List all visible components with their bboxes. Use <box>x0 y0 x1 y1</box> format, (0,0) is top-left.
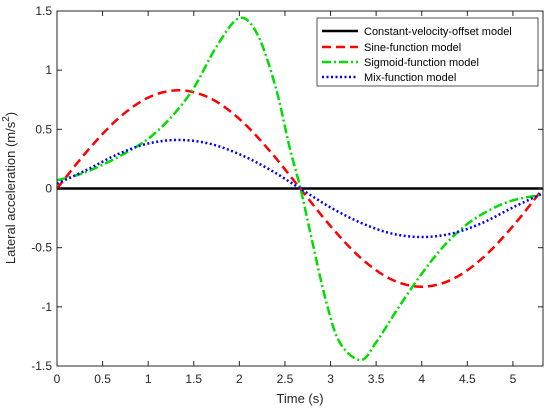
x-tick-label-3: 1.5 <box>185 372 202 386</box>
series-layer <box>56 16 544 362</box>
y-tick-label-5: 1 <box>45 63 52 77</box>
y-tick-label-4: 0.5 <box>35 122 52 136</box>
x-tick-label-7: 3.5 <box>368 372 385 386</box>
y-axis-label-main: Lateral acceleration (m/s <box>3 121 18 264</box>
y-tick-label-3: 0 <box>45 182 52 196</box>
x-tick-label-4: 2 <box>236 372 243 386</box>
legend-label-sine: Sine-function model <box>364 42 461 54</box>
x-tick-label-6: 3 <box>327 372 334 386</box>
y-tick-label-0: -1.5 <box>31 359 52 373</box>
legend-label-sigmoid: Sigmoid-function model <box>364 57 479 69</box>
x-tick-label-10: 5 <box>510 372 517 386</box>
x-tick-label-8: 4 <box>418 372 425 386</box>
y-tick-label-6: 1.5 <box>35 4 52 18</box>
x-axis-label: Time (s) <box>276 391 323 406</box>
legend: Constant-velocity-offset model Sine-func… <box>316 17 539 87</box>
y-tick-label-2: -0.5 <box>31 241 52 255</box>
x-tick-label-5: 2.5 <box>277 372 294 386</box>
y-axis-label-close: ) <box>3 112 18 116</box>
x-tick-label-0: 0 <box>54 372 61 386</box>
tick-layer: 0 0.5 1 1.5 2 2.5 3 3.5 4 4.5 5 -1.5 -1 -0.5 0 0.5 1 1.5 <box>31 4 543 386</box>
series-line-3 <box>56 138 544 239</box>
legend-box <box>316 17 539 87</box>
series-line-1 <box>56 89 544 288</box>
y-axis-label-sup: 2 <box>1 116 12 122</box>
x-tick-label-1: 0.5 <box>94 372 111 386</box>
y-tick-label-1: -1 <box>41 300 52 314</box>
x-tick-label-2: 1 <box>145 372 152 386</box>
legend-label-mix: Mix-function model <box>364 72 456 84</box>
y-axis-label: Lateral acceleration (m/s2) <box>1 112 18 264</box>
series-line-2 <box>56 16 544 362</box>
legend-label-constant: Constant-velocity-offset model <box>364 26 512 38</box>
x-tick-label-9: 4.5 <box>459 372 476 386</box>
